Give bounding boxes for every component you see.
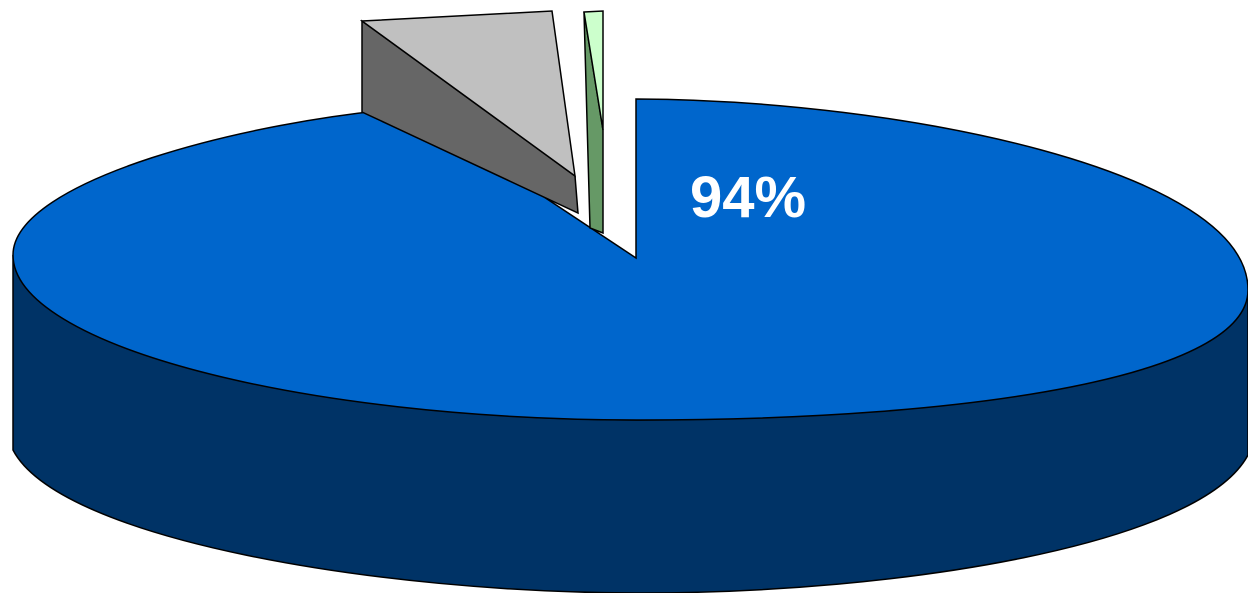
pie-slice-main-label: 94% xyxy=(690,165,806,230)
pie-slice-gray xyxy=(359,10,576,178)
pie-slice-green xyxy=(583,10,604,131)
pie-slice-main xyxy=(12,98,1248,421)
